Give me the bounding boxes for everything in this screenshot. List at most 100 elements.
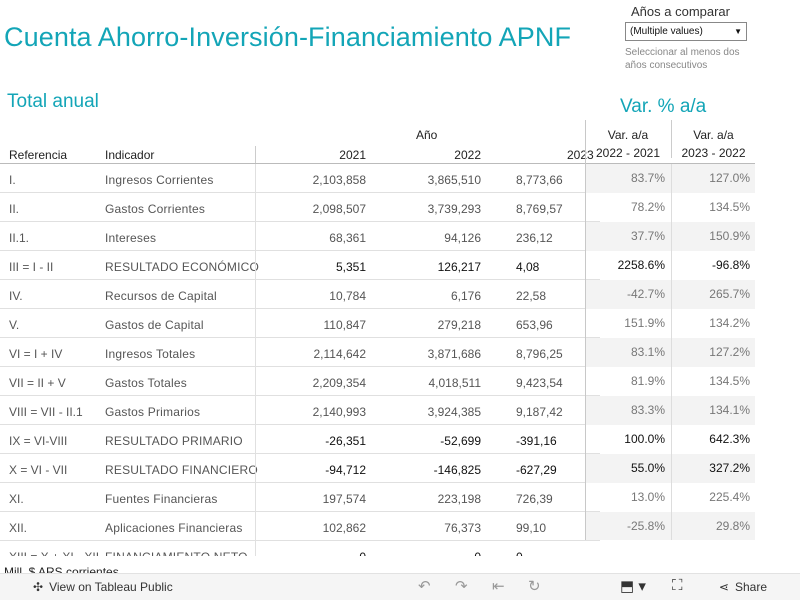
cell-var-2022-2021: 55.0%: [630, 461, 665, 475]
refresh-icon[interactable]: ↻: [528, 578, 541, 595]
cell-value-2022: 223,198: [437, 492, 481, 506]
years-filter: Años a comparar (Multiple values) ▼ Sele…: [622, 4, 752, 72]
variation-row[interactable]: 83.1% 127.2%: [586, 338, 755, 367]
cell-value-2022: -52,699: [440, 434, 481, 448]
table-row[interactable]: X = VI - VII RESULTADO FINANCIERO -94,712 -…: [0, 454, 600, 483]
fullscreen-icon[interactable]: ⛶: [672, 577, 683, 594]
table-row[interactable]: XII. Aplicaciones Financieras 102,862 76,37…: [0, 512, 600, 541]
table-row[interactable]: II.1. Intereses 68,361 94,126 236,12: [0, 222, 600, 251]
variation-row[interactable]: 83.7% 127.0%: [586, 164, 755, 193]
cell-indicator: Ingresos Corrientes: [105, 173, 214, 187]
cell-var-2023-2022: 29.8%: [715, 519, 750, 533]
table-row[interactable]: IV. Recursos de Capital 10,784 6,176 22,58: [0, 280, 600, 309]
table-row[interactable]: VII = II + V Gastos Totales 2,209,354 4,018…: [0, 367, 600, 396]
table-row[interactable]: XI. Fuentes Financieras 197,574 223,198 726,…: [0, 483, 600, 512]
cell-var-2022-2021: 78.2%: [630, 200, 665, 214]
table-row[interactable]: IX = VI-VIII RESULTADO PRIMARIO -26,351 -52…: [0, 425, 600, 454]
cell-var-2023-2022: 134.5%: [709, 374, 750, 388]
tableau-toolbar: ✣ View on Tableau Public ↶ ↷ ⇤ ↻ ⬒ ▾ ⛶ ⋖…: [0, 573, 800, 600]
variation-row[interactable]: 37.7% 150.9%: [586, 222, 755, 251]
variation-row[interactable]: -25.8% 29.8%: [586, 512, 755, 540]
col-header-2022[interactable]: 2022: [454, 148, 481, 162]
cell-value-2023: 653,96: [516, 318, 553, 332]
row-divider: [255, 338, 256, 366]
redo-icon[interactable]: ↷: [455, 578, 468, 595]
row-divider: [671, 396, 672, 425]
table-row[interactable]: XIII = X + XI - XII FINANCIAMIENTO NETO 0 0…: [0, 541, 600, 556]
cell-value-2023: 4,08: [516, 260, 540, 274]
variation-table: Var. a/a 2022 - 2021 Var. a/a 2023 - 202…: [585, 120, 755, 540]
col-header-2021[interactable]: 2021: [339, 148, 366, 162]
share-button[interactable]: ⋖ Share: [719, 580, 767, 594]
cell-indicator: Gastos Corrientes: [105, 202, 206, 216]
years-dropdown[interactable]: (Multiple values) ▼: [625, 22, 747, 41]
col-header-var-2022-2021[interactable]: Var. a/a 2022 - 2021: [586, 126, 670, 162]
col-header-var-2023-2022[interactable]: Var. a/a 2023 - 2022: [671, 120, 755, 160]
cell-value-2022: 126,217: [437, 260, 481, 274]
table-body: I. Ingresos Corrientes 2,103,858 3,865,510 8…: [0, 164, 600, 556]
cell-var-2023-2022: 225.4%: [709, 490, 750, 504]
table-row[interactable]: VI = I + IV Ingresos Totales 2,114,642 3,87…: [0, 338, 600, 367]
cell-value-2022: 3,871,686: [427, 347, 481, 361]
cell-value-2022: 3,739,293: [427, 202, 481, 216]
cell-value-2022: 6,176: [450, 289, 481, 303]
cell-var-2022-2021: -25.8%: [626, 519, 665, 533]
row-divider: [255, 309, 256, 337]
variation-row[interactable]: -42.7% 265.7%: [586, 280, 755, 309]
cell-value-2022: 3,865,510: [427, 173, 481, 187]
cell-var-2022-2021: 151.9%: [624, 316, 665, 330]
cell-value-2023: 8,796,25: [516, 347, 563, 361]
row-divider: [671, 512, 672, 540]
variation-row[interactable]: 78.2% 134.5%: [586, 193, 755, 222]
cell-value-2022: 94,126: [444, 231, 481, 245]
cell-reference: II.1.: [9, 231, 30, 245]
download-icon[interactable]: ⬒ ▾: [620, 578, 646, 595]
variation-row[interactable]: 2258.6% -96.8%: [586, 251, 755, 280]
table-row[interactable]: VIII = VII - II.1 Gastos Primarios 2,140,9…: [0, 396, 600, 425]
table-row[interactable]: II. Gastos Corrientes 2,098,507 3,739,293 8,…: [0, 193, 600, 222]
cell-value-2022: 3,924,385: [427, 405, 481, 419]
cell-value-2021: 10,784: [329, 289, 366, 303]
variation-row[interactable]: 151.9% 134.2%: [586, 309, 755, 338]
variation-row[interactable]: 100.0% 642.3%: [586, 425, 755, 454]
variation-row[interactable]: 13.0% 225.4%: [586, 483, 755, 512]
col-header-ref[interactable]: Referencia: [9, 148, 68, 162]
cell-value-2021: -26,351: [325, 434, 366, 448]
cell-indicator: Gastos Totales: [105, 376, 187, 390]
row-divider: [671, 164, 672, 193]
cell-var-2022-2021: 81.9%: [630, 374, 665, 388]
row-divider: [671, 280, 672, 309]
row-divider: [255, 512, 256, 540]
variation-row[interactable]: 81.9% 134.5%: [586, 367, 755, 396]
variation-row[interactable]: 83.3% 134.1%: [586, 396, 755, 425]
cell-var-2023-2022: 134.2%: [709, 316, 750, 330]
revert-icon[interactable]: ⇤: [492, 578, 505, 595]
row-divider: [255, 396, 256, 424]
col-header-indicator[interactable]: Indicador: [105, 148, 155, 162]
cell-indicator: Fuentes Financieras: [105, 492, 218, 506]
table-row[interactable]: III = I - II RESULTADO ECONÓMICO 5,351 126,…: [0, 251, 600, 280]
cell-value-2022: 4,018,511: [428, 376, 482, 390]
cell-value-2023: 9,423,54: [516, 376, 563, 390]
cell-var-2022-2021: 83.7%: [630, 171, 665, 185]
row-divider: [255, 425, 256, 453]
cell-value-2023: 726,39: [516, 492, 553, 506]
table-row[interactable]: V. Gastos de Capital 110,847 279,218 653,96: [0, 309, 600, 338]
cell-indicator: RESULTADO FINANCIERO: [105, 463, 258, 477]
cell-value-2021: 2,103,858: [312, 173, 366, 187]
cell-indicator: Gastos de Capital: [105, 318, 204, 332]
cell-var-2023-2022: 150.9%: [709, 229, 750, 243]
cell-var-2023-2022: 127.2%: [709, 345, 750, 359]
cell-value-2021: 2,098,507: [312, 202, 366, 216]
undo-icon[interactable]: ↶: [418, 578, 431, 595]
variation-row[interactable]: 55.0% 327.2%: [586, 454, 755, 483]
view-on-tableau-link[interactable]: ✣ View on Tableau Public: [33, 580, 173, 594]
view-on-tableau-label: View on Tableau Public: [49, 580, 173, 594]
chevron-down-icon: ▼: [734, 27, 742, 36]
cell-var-2022-2021: -42.7%: [626, 287, 665, 301]
cell-var-2022-2021: 100.0%: [624, 432, 665, 446]
row-divider: [255, 164, 256, 192]
col-header-2023[interactable]: 2023: [567, 148, 594, 162]
cell-value-2021: 2,209,354: [312, 376, 366, 390]
table-row[interactable]: I. Ingresos Corrientes 2,103,858 3,865,510 8…: [0, 164, 600, 193]
